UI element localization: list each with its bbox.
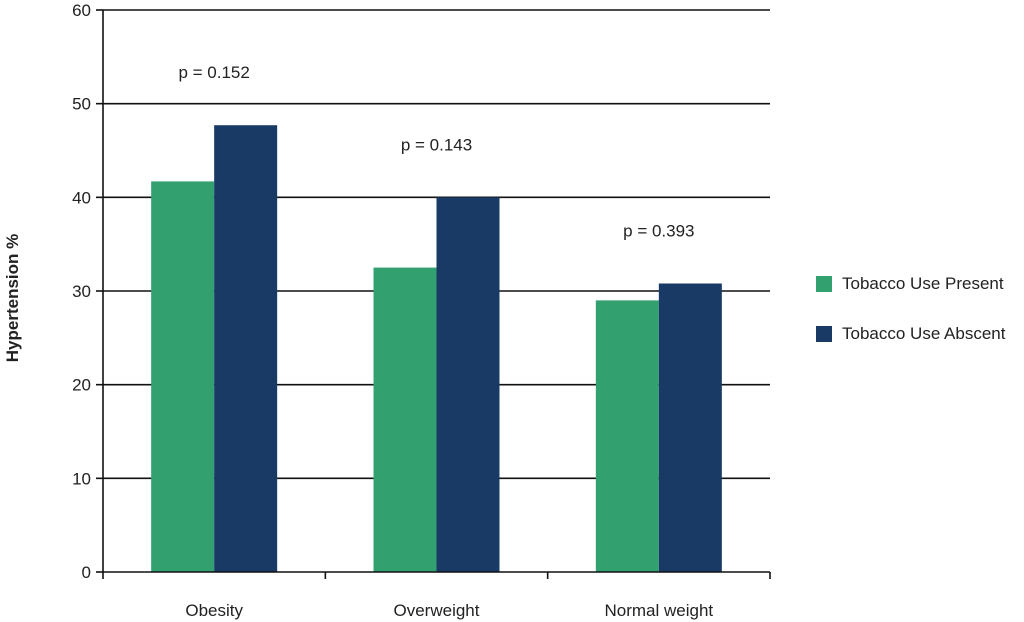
- bar: [658, 283, 722, 572]
- bar: [373, 267, 437, 572]
- y-tick-label: 50: [72, 95, 91, 114]
- y-tick-label: 10: [72, 469, 91, 488]
- y-tick-label: 30: [72, 282, 91, 301]
- p-value-annotation: p = 0.393: [623, 222, 694, 241]
- legend-swatch-tobacco-absent: [816, 326, 832, 342]
- y-axis-title: Hypertension %: [3, 234, 22, 362]
- bars: [151, 125, 722, 573]
- legend-item-tobacco-present: Tobacco Use Present: [816, 270, 1005, 298]
- legend-swatch-tobacco-present: [816, 276, 832, 292]
- x-category-label: Normal weight: [605, 601, 714, 620]
- legend-item-tobacco-absent: Tobacco Use Abscent: [816, 320, 1005, 348]
- y-tick-label: 40: [72, 188, 91, 207]
- y-tick-label: 0: [82, 563, 91, 582]
- legend-label: Tobacco Use Present: [842, 274, 1004, 293]
- axes: [96, 9, 771, 579]
- bar: [436, 197, 500, 573]
- p-value-annotation: p = 0.152: [178, 63, 249, 82]
- x-category-label: Overweight: [394, 601, 480, 620]
- bar: [214, 125, 278, 573]
- x-category-label: Obesity: [185, 601, 243, 620]
- bar: [151, 181, 215, 572]
- y-tick-label: 60: [72, 1, 91, 20]
- bar: [595, 300, 659, 572]
- legend: Tobacco Use Present Tobacco Use Abscent: [816, 270, 1005, 370]
- y-tick-label: 20: [72, 376, 91, 395]
- labels: 0 10 20 30 40 50 60 Obesity p = 0.152 Overweight p…: [72, 1, 713, 620]
- legend-label: Tobacco Use Abscent: [842, 324, 1006, 343]
- p-value-annotation: p = 0.143: [401, 135, 472, 154]
